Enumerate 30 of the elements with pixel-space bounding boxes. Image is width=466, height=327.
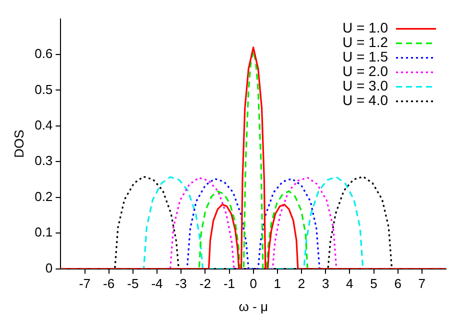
- x-tick-label: -6: [103, 276, 115, 292]
- y-tick-label: 0.5: [34, 82, 53, 97]
- x-tick-label: 1: [274, 276, 282, 292]
- legend-label: U = 1.0: [342, 20, 388, 36]
- y-axis-title: DOS: [11, 129, 26, 158]
- y-tick-label: 0.2: [34, 188, 53, 204]
- y-tick-label: 0.4: [34, 118, 53, 133]
- legend-label: U = 3.0: [342, 78, 388, 94]
- x-tick-label: -2: [199, 276, 211, 292]
- x-tick-label: -5: [127, 276, 139, 292]
- x-tick-label: -7: [78, 276, 91, 292]
- x-tick-label: 2: [298, 276, 306, 292]
- x-tick-label: -1: [223, 276, 236, 292]
- x-tick-label: 7: [418, 276, 426, 292]
- y-tick-label: 0.3: [34, 153, 53, 168]
- legend-label: U = 1.5: [342, 48, 388, 65]
- x-tick-label: 3: [322, 276, 330, 292]
- x-tick-label: 4: [346, 276, 354, 292]
- x-tick-label: 6: [394, 276, 402, 292]
- x-tick-label: -4: [151, 276, 163, 292]
- legend-label: U = 4.0: [342, 92, 388, 108]
- y-tick-label: 0.6: [34, 46, 53, 62]
- legend-label: U = 2.0: [342, 63, 388, 80]
- x-axis-title: ω - μ: [238, 298, 268, 314]
- y-tick-label: 0.1: [34, 224, 53, 240]
- x-tick-label: 0: [250, 276, 257, 292]
- y-tick-label: 0: [45, 260, 53, 276]
- x-tick-label: 5: [370, 276, 378, 292]
- x-tick-label: -3: [175, 276, 187, 292]
- legend-label: U = 1.2: [342, 34, 388, 50]
